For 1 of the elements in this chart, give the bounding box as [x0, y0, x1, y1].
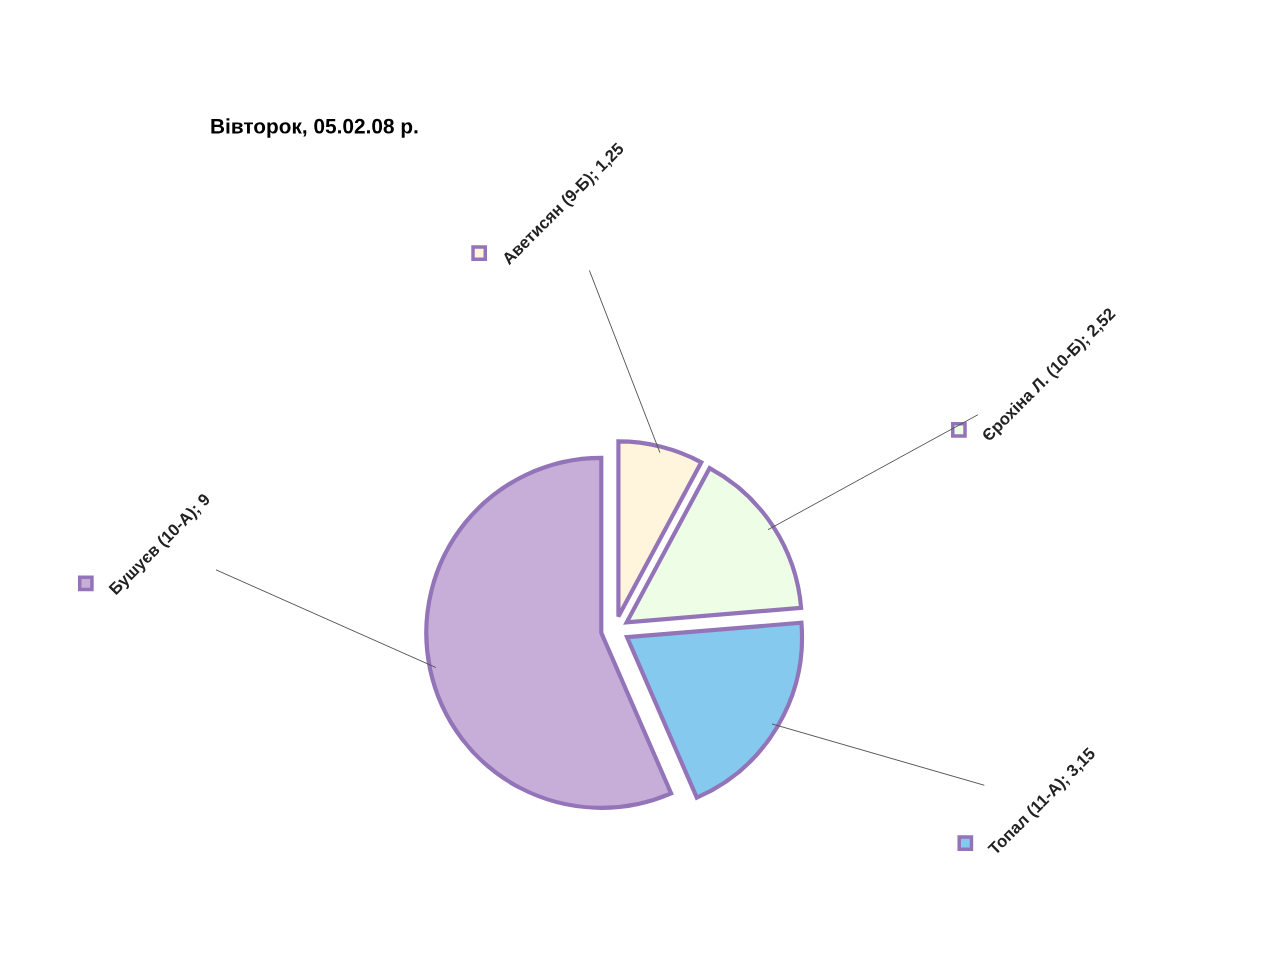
chart-title: Вівторок, 05.02.08 р.	[211, 118, 418, 138]
